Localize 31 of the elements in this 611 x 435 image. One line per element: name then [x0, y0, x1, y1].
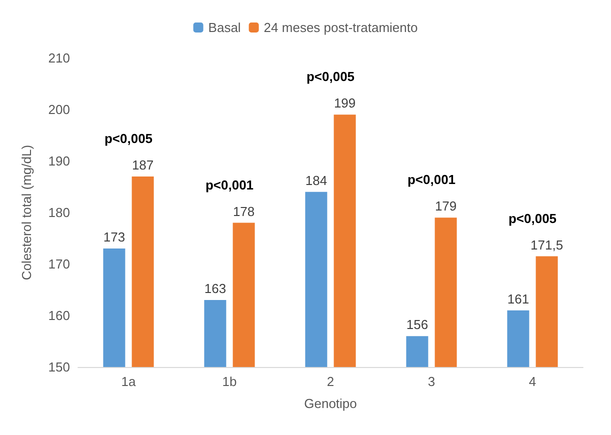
data-label: 171,5 [530, 237, 564, 252]
x-axis-title: Genotipo [304, 396, 357, 411]
y-tick-label: 160 [48, 308, 70, 323]
x-tick-label: 4 [528, 374, 536, 389]
data-label: 161 [507, 291, 530, 306]
data-label: 178 [232, 204, 255, 219]
data-label: 187 [132, 157, 154, 172]
data-label: 179 [434, 198, 457, 214]
y-tick-label: 210 [48, 50, 70, 66]
y-tick-label: 170 [48, 256, 70, 272]
legend-label: 24 meses post-tratamiento [264, 20, 418, 35]
annotation: p<0,001 [407, 172, 456, 188]
annotation: p<0,005 [306, 69, 355, 84]
x-tick-label: 1a [121, 374, 136, 389]
x-tick-label: 2 [326, 374, 334, 389]
annotation: p<0,005 [508, 210, 557, 226]
data-label: 173 [103, 230, 126, 245]
x-tick-label: 1b [222, 374, 237, 389]
data-label: 163 [204, 281, 226, 296]
data-label: 156 [406, 317, 428, 332]
x-tick-label: 3 [428, 374, 436, 389]
annotation: p<0,005 [104, 130, 153, 146]
y-tick-label: 150 [48, 360, 70, 374]
data-label: 199 [334, 96, 356, 111]
y-tick-label: 200 [48, 102, 70, 117]
data-label: 184 [305, 172, 328, 188]
y-axis-title: Colesterol total (mg/dL) [19, 144, 34, 280]
annotation: p<0,001 [205, 177, 254, 192]
y-tick-label: 180 [48, 205, 70, 220]
legend-label: Basal [208, 20, 241, 35]
y-tick-label: 190 [48, 154, 70, 168]
